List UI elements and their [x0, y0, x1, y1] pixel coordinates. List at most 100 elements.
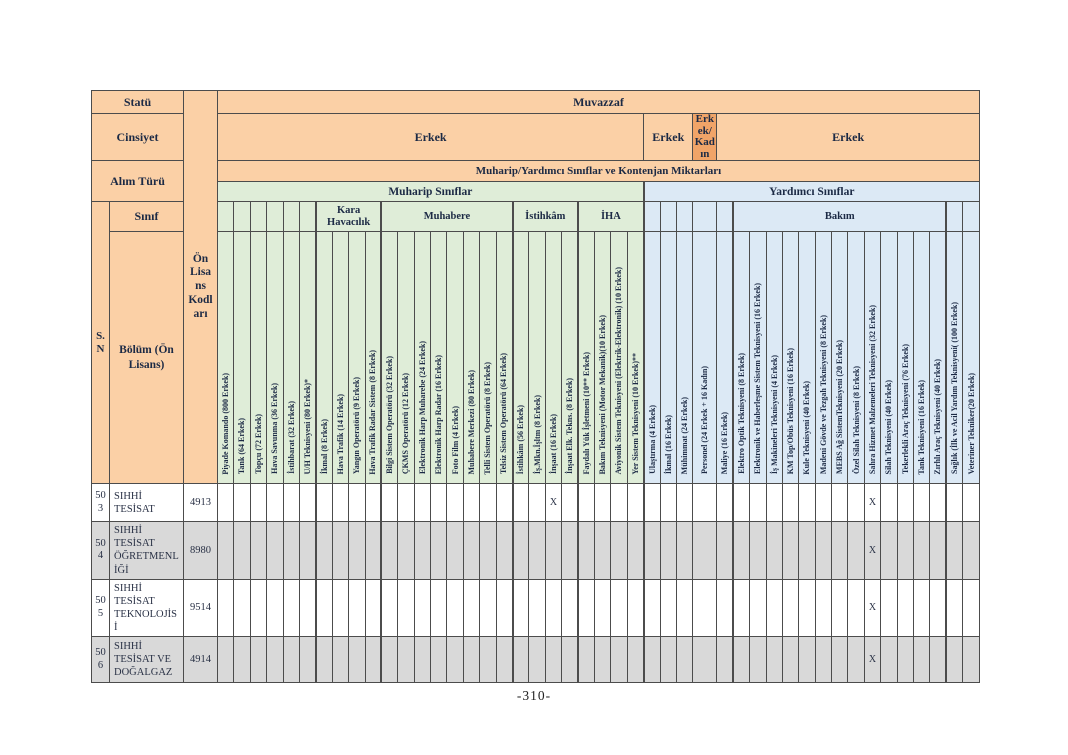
quota-cell	[528, 521, 546, 580]
column-label: Bakım Teknisyeni (Motor Mekanik)(10 Erke…	[598, 314, 608, 475]
column-label: Muhabere Merkezi (80 Erkek)	[466, 369, 476, 475]
column-header: Elektronik Harp Muharebe (24 Erkek)	[413, 231, 432, 485]
quota-cell	[348, 636, 366, 684]
quota-cell	[659, 483, 677, 523]
column-label: Yangın Operatörü (9 Erkek)	[352, 377, 362, 475]
quota-cell	[314, 578, 333, 638]
quota-cell	[880, 578, 898, 638]
quota-cell	[593, 636, 612, 684]
column-label: Topçu (72 Erkek)	[253, 414, 263, 475]
quota-cell	[945, 483, 964, 523]
quota-cell	[781, 578, 800, 638]
quota-cell	[642, 483, 661, 523]
quota-cell	[831, 483, 849, 523]
quota-cell	[528, 578, 546, 638]
column-header: KM Top/Obüs Teknisyeni (16 Erkek)	[781, 231, 800, 485]
gender-cell: Erkek/ Kadın	[692, 112, 718, 162]
quota-cell	[282, 636, 300, 684]
column-header: İnşaat Elk. Tekns. (8 Erkek)	[561, 231, 579, 485]
quota-cell	[397, 483, 415, 523]
quota-cell	[298, 521, 317, 580]
quota-cell	[659, 521, 677, 580]
quota-cell	[593, 578, 612, 638]
column-header: Bakım Teknisyeni (Motor Mekanik)(10 Erke…	[593, 231, 612, 485]
column-label: KM Top/Obüs Teknisyeni (16 Erkek)	[785, 347, 795, 475]
quota-cell	[814, 521, 833, 580]
group-blank-cell	[249, 201, 268, 233]
quota-cell	[610, 636, 628, 684]
quota-cell	[675, 521, 694, 580]
quota-cell	[945, 636, 964, 684]
alim-turu-header: Alım Türü	[91, 160, 184, 203]
quota-cell	[511, 636, 530, 684]
quota-cell	[831, 578, 849, 638]
column-label: Özel Silah Teknisyeni (8 Erkek)	[851, 366, 861, 475]
quota-cell	[348, 578, 366, 638]
quota-cell	[716, 636, 734, 684]
quota-cell	[446, 636, 464, 684]
quota-cell	[462, 578, 481, 638]
column-header: Veteriner Tekniker(20 Erkek)	[962, 231, 980, 485]
quota-cell	[561, 521, 579, 580]
quota-cell	[331, 483, 350, 523]
quota-cell	[364, 521, 382, 580]
quota-cell	[495, 578, 514, 638]
column-label: Madeni Gövde ve Tezgah Teknisyeni (8 Erk…	[818, 315, 828, 475]
column-header: Elektro Optik Teknisyeni (8 Erkek)	[732, 231, 751, 485]
column-label: ÇKMS Operatörü (12 Erkek)	[401, 373, 411, 475]
column-header: İş Makineleri Teknisyeni (4 Erkek)	[765, 231, 783, 485]
column-header: Sağlık (İlk ve Acil Yardım Teknisyeni( (…	[945, 231, 964, 485]
column-header: Telsiz Sistem Operatörü (64 Erkek)	[495, 231, 514, 485]
column-header: Hava Trafik Radar Sistem (8 Erkek)	[364, 231, 382, 485]
column-label: Elektronik Harp Muharebe (24 Erkek)	[417, 341, 427, 475]
x-mark: X	[863, 636, 882, 684]
quota-cell	[479, 578, 497, 638]
column-label: Yer Sistem Teknisyeni (10 Erkek)**	[630, 352, 640, 475]
quota-cell	[929, 521, 947, 580]
quota-cell	[380, 636, 399, 684]
quota-cell	[495, 483, 514, 523]
quota-cell	[945, 521, 964, 580]
column-label: Mühimmat (24 Erkek)	[680, 396, 690, 475]
quota-cell	[847, 521, 865, 580]
quota-cell	[282, 578, 300, 638]
column-header: Tank Teknisyeni (16 Erkek)	[913, 231, 931, 485]
quota-cell	[544, 636, 563, 684]
row-sn: 503	[91, 483, 110, 523]
column-label: Ulaştırma (4 Erkek)	[647, 405, 657, 475]
row-bolum: SIHHİ TESİSAT VE DOĞALGAZ	[109, 636, 184, 684]
quota-cell	[675, 578, 694, 638]
quota-cell	[479, 521, 497, 580]
column-header: MEBS Ağ SistemTeknisyeni (20 Erkek)	[831, 231, 849, 485]
quota-cell	[610, 578, 628, 638]
group-blank-cell	[692, 201, 718, 233]
quota-cell	[348, 521, 366, 580]
group-blank-cell	[233, 201, 251, 233]
quota-cell	[413, 578, 432, 638]
quota-cell	[380, 483, 399, 523]
quota-cell	[847, 636, 865, 684]
row-bolum: SIHHİ TESİSAT	[109, 483, 184, 523]
statu-header: Statü	[91, 90, 184, 114]
quota-cell	[781, 636, 800, 684]
column-label: Elektronik ve Haberleşme Sistem Teknisye…	[753, 283, 763, 475]
row-sn: 505	[91, 578, 110, 638]
quota-cell	[692, 636, 718, 684]
quota-cell	[626, 636, 645, 684]
column-header: İş.Mkn.İşltm (8 Erkek)	[528, 231, 546, 485]
column-label: İkmal (16 Erkek)	[663, 415, 673, 475]
quota-cell	[298, 483, 317, 523]
page-number: -310-	[516, 688, 552, 703]
quota-cell	[216, 578, 235, 638]
column-header: Muhabere Merkezi (80 Erkek)	[462, 231, 481, 485]
quota-cell	[397, 521, 415, 580]
quota-cell	[528, 483, 546, 523]
group-blank-cell	[266, 201, 284, 233]
group-blank-cell	[282, 201, 300, 233]
cinsiyet-header: Cinsiyet	[91, 112, 184, 162]
column-header: Tank (64 Erkek)	[233, 231, 251, 485]
on-lisans-kodlari-header: Ön Lisans Kodları	[183, 89, 218, 485]
table-row: 506 SIHHİ TESİSAT VE DOĞALGAZ 4914 X	[91, 636, 980, 684]
quota-cell	[544, 578, 563, 638]
quota-cell	[749, 578, 767, 638]
